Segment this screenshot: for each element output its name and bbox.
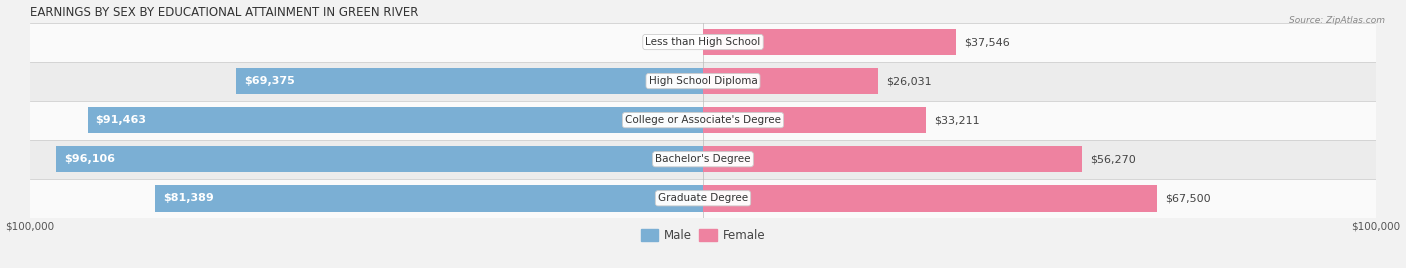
Text: $67,500: $67,500 xyxy=(1166,193,1211,203)
Text: High School Diploma: High School Diploma xyxy=(648,76,758,86)
Text: $56,270: $56,270 xyxy=(1090,154,1136,164)
Text: Bachelor's Degree: Bachelor's Degree xyxy=(655,154,751,164)
Bar xyxy=(703,68,879,94)
Text: $91,463: $91,463 xyxy=(96,115,146,125)
Text: $26,031: $26,031 xyxy=(886,76,932,86)
Bar xyxy=(703,146,1081,173)
Text: Graduate Degree: Graduate Degree xyxy=(658,193,748,203)
Text: Source: ZipAtlas.com: Source: ZipAtlas.com xyxy=(1289,16,1385,25)
Bar xyxy=(30,100,1376,140)
Text: $96,106: $96,106 xyxy=(65,154,115,164)
Legend: Male, Female: Male, Female xyxy=(636,225,770,247)
Bar xyxy=(703,29,956,55)
Text: $69,375: $69,375 xyxy=(245,76,295,86)
Text: $81,389: $81,389 xyxy=(163,193,214,203)
Bar xyxy=(30,23,1376,62)
Bar xyxy=(87,107,703,133)
Bar xyxy=(30,140,1376,179)
Bar xyxy=(703,185,1157,211)
Text: Less than High School: Less than High School xyxy=(645,37,761,47)
Text: EARNINGS BY SEX BY EDUCATIONAL ATTAINMENT IN GREEN RIVER: EARNINGS BY SEX BY EDUCATIONAL ATTAINMEN… xyxy=(30,6,419,18)
Text: $0: $0 xyxy=(679,37,693,47)
Bar xyxy=(56,146,703,173)
Bar xyxy=(155,185,703,211)
Text: $33,211: $33,211 xyxy=(935,115,980,125)
Text: College or Associate's Degree: College or Associate's Degree xyxy=(626,115,780,125)
Bar xyxy=(30,179,1376,218)
Text: $37,546: $37,546 xyxy=(963,37,1010,47)
Bar xyxy=(703,107,927,133)
Bar xyxy=(236,68,703,94)
Bar xyxy=(30,62,1376,100)
